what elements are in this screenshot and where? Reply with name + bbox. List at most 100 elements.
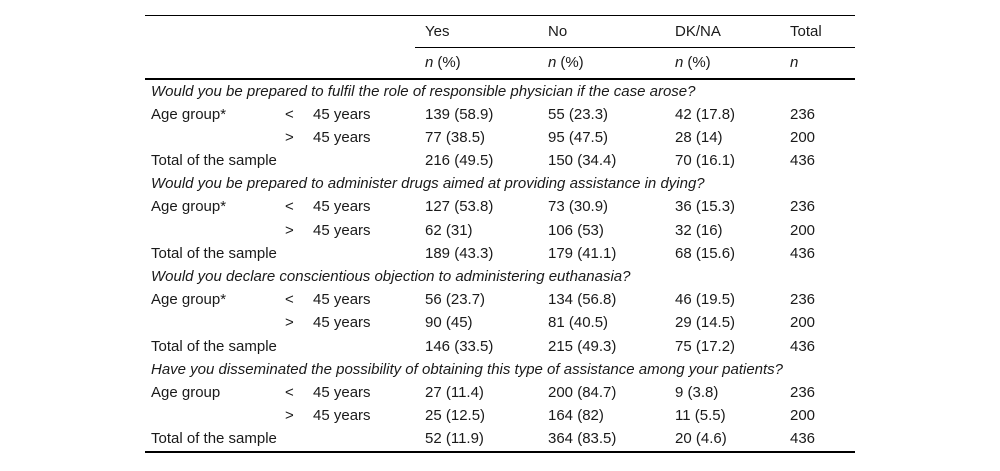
cell-total: 236	[790, 105, 816, 123]
cell-years: 45 years	[313, 105, 371, 123]
percent-label: (%)	[687, 53, 711, 71]
cell-operator	[283, 427, 311, 450]
cell-no: 179 (41.1)	[548, 244, 617, 262]
cell-total: 200	[790, 314, 816, 332]
table-row: Age group* < 45 years 139 (58.9) 55 (23.…	[145, 103, 855, 126]
cell-no: 106 (53)	[548, 221, 604, 239]
n-symbol: n	[675, 53, 684, 71]
cell-dkna: 9 (3.8)	[675, 383, 719, 401]
question-row: Would you be prepared to fulfil the role…	[151, 82, 696, 100]
cell-no: 95 (47.5)	[548, 128, 609, 146]
cell-label: Age group*	[151, 198, 227, 216]
column-header-yes: Yes	[425, 23, 450, 40]
cell-yes: 216 (49.5)	[425, 152, 494, 170]
cell-total: 200	[790, 128, 816, 146]
cell-dkna: 70 (16.1)	[675, 152, 736, 170]
header-subrule	[415, 46, 855, 48]
cell-label: Age group	[151, 383, 221, 401]
results-table: Yes No DK/NA Total n (%) n (%) n (%) n Woul…	[145, 15, 855, 453]
subheader-total: n	[790, 48, 855, 78]
cell-dkna: 32 (16)	[675, 221, 723, 239]
table-row: > 45 years 90 (45) 81 (40.5) 29 (14.5) 2…	[145, 311, 855, 334]
cell-dkna: 36 (15.3)	[675, 198, 736, 216]
cell-yes: 189 (43.3)	[425, 244, 494, 262]
subheader-stub	[145, 48, 425, 78]
cell-yes: 52 (11.9)	[425, 430, 484, 448]
header-stub	[145, 16, 425, 48]
cell-label: Total of the sample	[151, 244, 277, 262]
cell-no: 81 (40.5)	[548, 314, 609, 332]
cell-dkna: 68 (15.6)	[675, 244, 736, 262]
table-row: > 45 years 25 (12.5) 164 (82) 11 (5.5) 2…	[145, 404, 855, 427]
column-header-dkna: DK/NA	[675, 23, 721, 40]
cell-no: 73 (30.9)	[548, 198, 609, 216]
cell-yes: 56 (23.7)	[425, 291, 486, 309]
cell-operator	[283, 335, 311, 358]
cell-operator	[283, 242, 311, 265]
cell-operator: >	[285, 407, 294, 425]
cell-no: 215 (49.3)	[548, 337, 617, 355]
cell-no: 164 (82)	[548, 407, 604, 425]
cell-label: Total of the sample	[151, 337, 277, 355]
cell-label: Age group*	[151, 291, 227, 309]
cell-dkna: 42 (17.8)	[675, 105, 736, 123]
cell-dkna: 11 (5.5)	[675, 407, 726, 425]
subheader-yes: n (%)	[425, 48, 548, 78]
table-row: Age group* < 45 years 127 (53.8) 73 (30.…	[145, 195, 855, 218]
cell-dkna: 29 (14.5)	[675, 314, 736, 332]
subheader-dkna: n (%)	[675, 48, 790, 78]
question-row: Have you disseminated the possibility of…	[151, 360, 784, 378]
cell-total: 200	[790, 407, 816, 425]
cell-yes: 62 (31)	[425, 221, 473, 239]
percent-label: (%)	[560, 53, 584, 71]
cell-total: 236	[790, 291, 816, 309]
cell-operator: >	[285, 314, 294, 332]
table-row: Total of the sample 52 (11.9) 364 (83.5)…	[145, 427, 855, 450]
question-row: Would you be prepared to administer drug…	[151, 175, 705, 193]
cell-years: 45 years	[313, 128, 371, 146]
table-row: > 45 years 62 (31) 106 (53) 32 (16) 200	[145, 219, 855, 242]
cell-label	[145, 126, 283, 149]
cell-years	[311, 149, 425, 172]
cell-label	[145, 404, 283, 427]
cell-operator	[283, 149, 311, 172]
cell-years: 45 years	[313, 198, 371, 216]
cell-dkna: 20 (4.6)	[675, 430, 727, 448]
cell-total: 436	[790, 152, 816, 170]
cell-dkna: 46 (19.5)	[675, 291, 736, 309]
subheader-no: n (%)	[548, 48, 675, 78]
table-subheader-row: n (%) n (%) n (%) n	[145, 48, 855, 80]
cell-total: 236	[790, 198, 816, 216]
table-row: Age group* < 45 years 56 (23.7) 134 (56.…	[145, 288, 855, 311]
cell-years: 45 years	[313, 291, 371, 309]
cell-operator: <	[285, 105, 294, 123]
cell-label	[145, 311, 283, 334]
cell-yes: 146 (33.5)	[425, 337, 494, 355]
cell-years: 45 years	[313, 314, 371, 332]
cell-operator: <	[285, 291, 294, 309]
cell-total: 436	[790, 337, 816, 355]
cell-no: 200 (84.7)	[548, 383, 617, 401]
cell-total: 436	[790, 244, 816, 262]
table-row: Total of the sample 146 (33.5) 215 (49.3…	[145, 335, 855, 358]
cell-total: 436	[790, 430, 816, 448]
cell-yes: 27 (11.4)	[425, 383, 484, 401]
cell-label	[145, 219, 283, 242]
cell-label: Total of the sample	[151, 152, 277, 170]
cell-total: 200	[790, 221, 816, 239]
cell-yes: 90 (45)	[425, 314, 473, 332]
cell-yes: 139 (58.9)	[425, 105, 494, 123]
cell-label: Age group*	[151, 105, 227, 123]
cell-yes: 127 (53.8)	[425, 198, 494, 216]
cell-years: 45 years	[313, 383, 371, 401]
table-header-row: Yes No DK/NA Total	[145, 16, 855, 48]
table-row: Total of the sample 189 (43.3) 179 (41.1…	[145, 242, 855, 265]
n-symbol: n	[548, 53, 557, 71]
cell-yes: 77 (38.5)	[425, 128, 486, 146]
cell-no: 364 (83.5)	[548, 430, 617, 448]
cell-years	[311, 427, 425, 450]
cell-dkna: 75 (17.2)	[675, 337, 736, 355]
cell-years: 45 years	[313, 221, 371, 239]
cell-no: 134 (56.8)	[548, 291, 617, 309]
